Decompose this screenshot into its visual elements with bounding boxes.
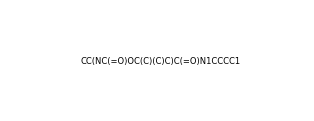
Text: CC(NC(=O)OC(C)(C)C)C(=O)N1CCCC1: CC(NC(=O)OC(C)(C)C)C(=O)N1CCCC1 xyxy=(81,57,241,66)
